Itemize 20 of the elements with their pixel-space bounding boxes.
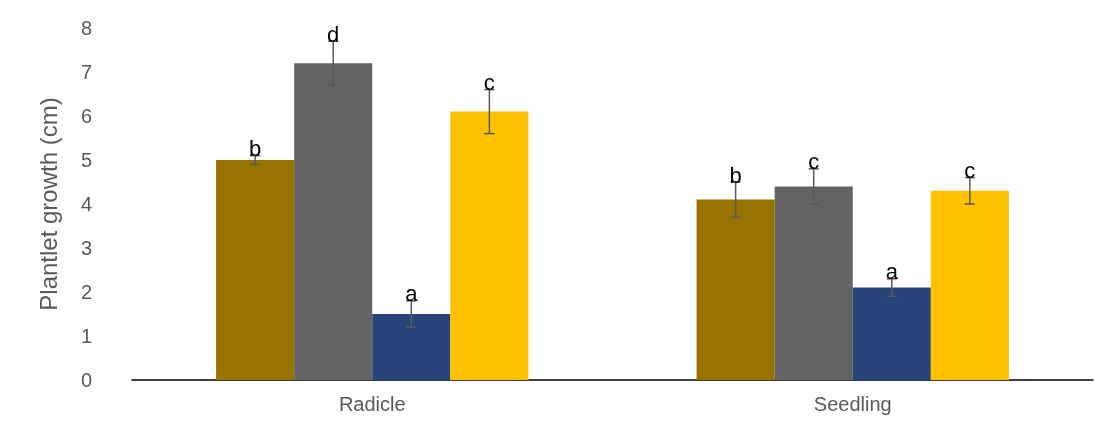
y-tick-label: 2 [80,281,92,303]
y-tick-label: 7 [80,61,92,83]
y-tick-label: 6 [80,105,92,127]
y-tick-label: 0 [80,369,92,391]
y-tick-label: 3 [80,237,92,259]
y-tick-label: 4 [80,193,92,215]
y-axis-title: Plantlet growth (cm) [34,97,62,311]
y-tick-label: 1 [80,325,92,347]
x-tick-label: Seedling [813,393,892,415]
annotation: b [249,136,262,162]
annotation: c [808,149,820,175]
annotation: a [885,259,899,285]
y-tick-label: 5 [80,149,92,171]
y-tick-label: 8 [80,17,92,39]
annotation: a [405,281,419,307]
annotation: c [483,70,495,96]
annotation: b [729,162,742,188]
annotation: d [327,21,340,47]
annotation: c [964,158,976,184]
x-tick-label: Radicle [338,393,406,415]
